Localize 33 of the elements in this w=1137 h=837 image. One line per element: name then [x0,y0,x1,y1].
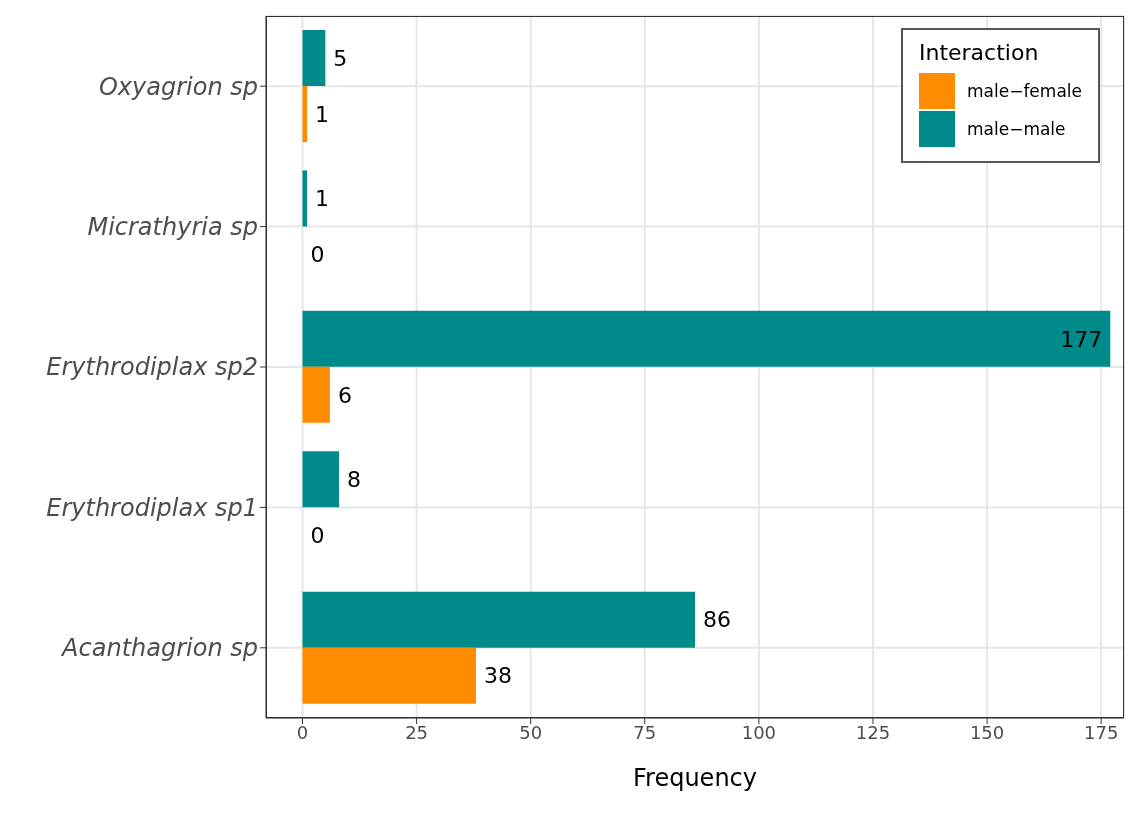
data-label: 5 [333,45,348,71]
x-tick-label: 175 [1084,721,1119,743]
data-label: 0 [310,522,325,548]
data-label: 86 [703,607,731,633]
x-tick-label: 75 [633,721,657,743]
y-tick-label: Micrathyria sp [87,213,258,241]
x-axis-title: Frequency [633,764,757,792]
bar [302,591,695,648]
x-tick-label: 150 [969,721,1005,743]
bar [302,310,1111,367]
legend-title: Interaction [918,40,1040,65]
bar [302,647,476,704]
data-label: 1 [315,186,330,212]
data-label: 8 [347,466,362,492]
x-tick-label: 0 [296,721,309,743]
x-tick-label: 125 [855,721,891,743]
legend-label: male−female [966,81,1082,101]
y-tick-label: Oxyagrion sp [98,72,258,101]
x-tick-label: 50 [519,721,543,743]
data-label: 177 [1060,326,1103,352]
bar [302,30,326,87]
data-label: 0 [310,242,325,268]
data-label: 1 [315,101,330,127]
x-tick-label: 100 [741,721,777,743]
y-tick-label: Erythrodiplax sp2 [46,353,258,382]
y-tick-label: Erythrodiplax sp1 [46,493,258,522]
x-tick-label: 25 [405,721,429,743]
bar [302,366,330,423]
data-label: 38 [483,663,512,689]
y-tick-label: Acanthagrion sp [60,634,258,663]
bar [302,451,340,508]
legend-label: male−male [966,119,1066,139]
data-label: 6 [337,382,352,408]
